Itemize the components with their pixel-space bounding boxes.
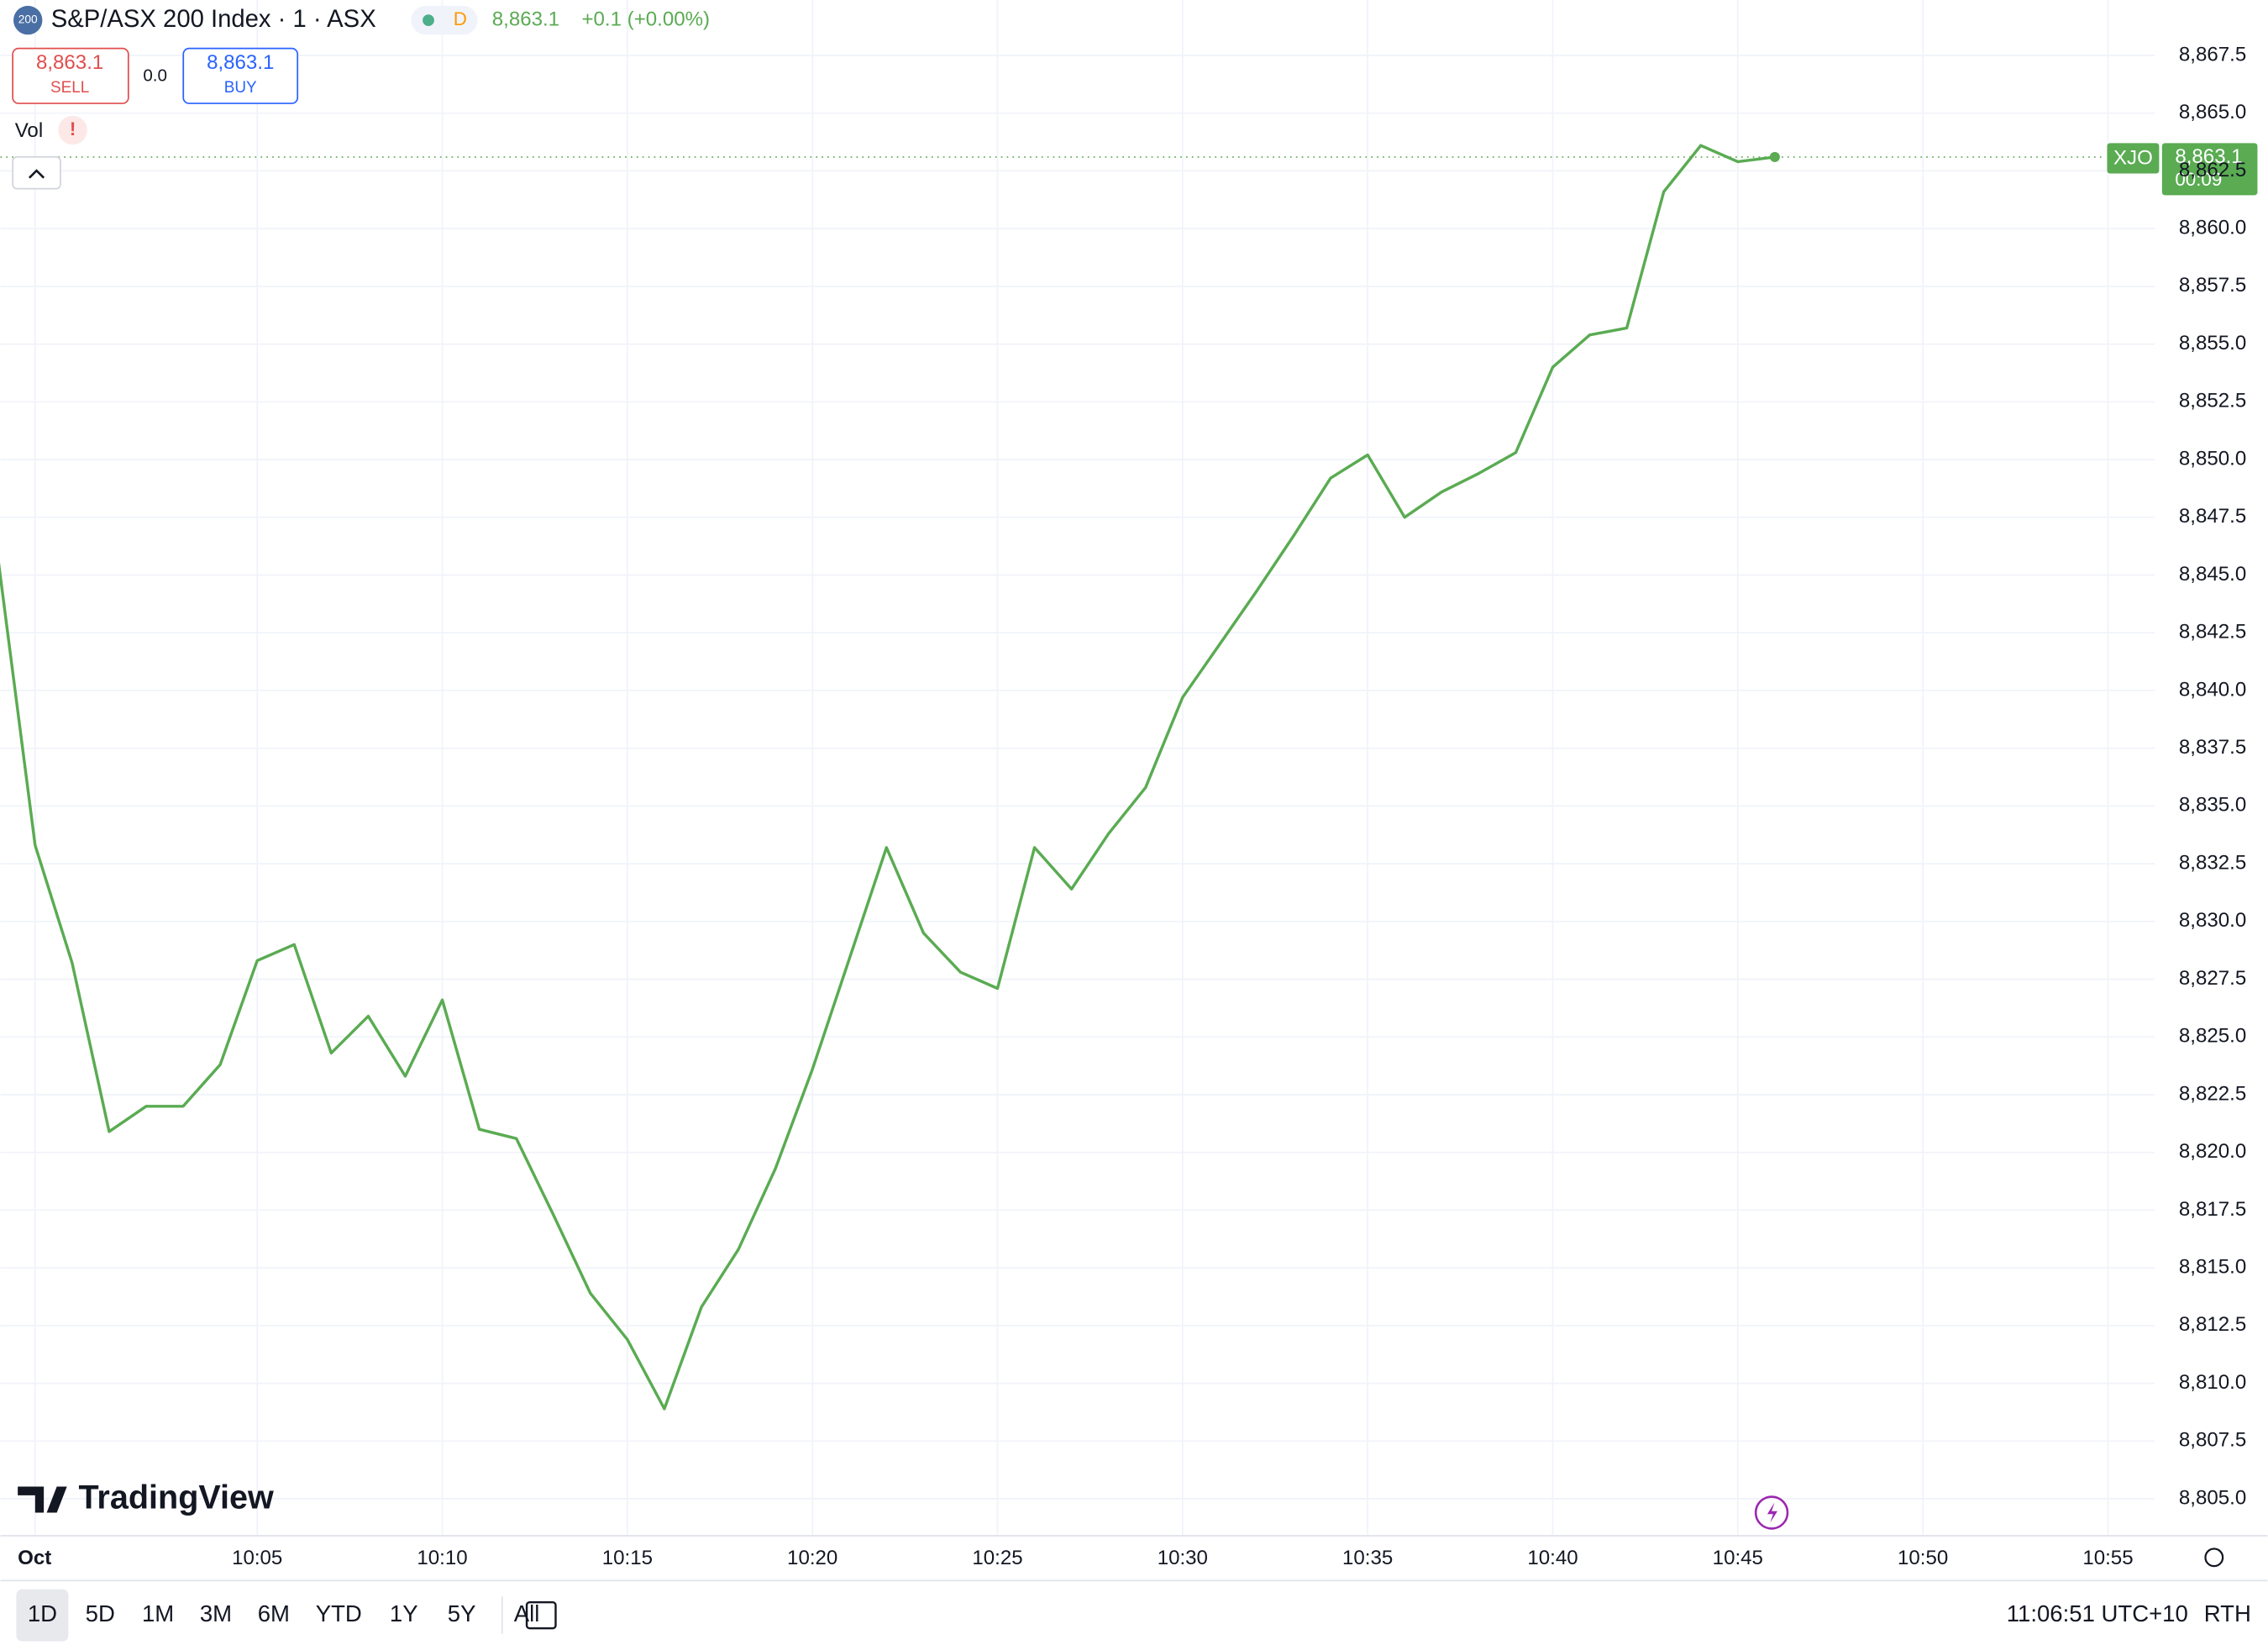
x-tick-label: 10:25: [972, 1547, 1022, 1569]
range-button[interactable]: 1Y: [390, 1600, 418, 1626]
status-dot: [423, 14, 434, 26]
y-tick-label: 8,817.5: [2179, 1198, 2246, 1221]
goto-date-icon[interactable]: [525, 1600, 557, 1630]
x-tick-label: 10:35: [1342, 1547, 1393, 1569]
collapse-icon: [29, 169, 45, 179]
y-tick-label: 8,815.0: [2179, 1256, 2246, 1279]
x-tick-label: 10:45: [1713, 1547, 1763, 1569]
vol-label: Vol: [15, 119, 43, 142]
icon-text: 200: [18, 13, 38, 26]
y-tick-label: 8,812.5: [2179, 1313, 2246, 1336]
last-price-bg: [2161, 143, 2258, 196]
sell-label: SELL: [50, 79, 89, 97]
y-tick-label: 8,865.0: [2179, 101, 2246, 123]
y-tick-label: 8,860.0: [2179, 217, 2246, 239]
y-tick-label: 8,842.5: [2179, 621, 2246, 644]
header-price: 8,863.1: [492, 8, 559, 30]
status-pill: [411, 5, 478, 35]
symbol-title[interactable]: S&P/ASX 200 Index · 1 · ASX: [51, 6, 376, 33]
y-tick-label: 8,850.0: [2179, 447, 2246, 470]
x-tick-label: 10:15: [602, 1547, 653, 1569]
range-button[interactable]: 5D: [86, 1600, 115, 1626]
clock: 11:06:51 UTC+10: [2007, 1600, 2188, 1626]
y-tick-label: 8,855.0: [2179, 332, 2246, 355]
vol-alert-bg: [58, 115, 87, 145]
range-button[interactable]: 1M: [142, 1600, 174, 1626]
y-tick-label: 8,825.0: [2179, 1025, 2246, 1048]
x-tick-label: Oct: [18, 1547, 51, 1569]
y-tick-label: 8,837.5: [2179, 736, 2246, 759]
symbol-tag: XJO: [2113, 147, 2153, 170]
vol-alert[interactable]: !: [70, 118, 76, 139]
sell-price: 8,863.1: [36, 51, 103, 74]
x-tick-label: 10:10: [417, 1547, 467, 1569]
session[interactable]: RTH: [2204, 1600, 2251, 1626]
sell-button[interactable]: [12, 47, 129, 104]
y-tick-label: 8,830.0: [2179, 909, 2246, 932]
y-tick-label: 8,832.5: [2179, 851, 2246, 874]
last-price: 8,863.1: [2175, 145, 2242, 168]
grid: [0, 0, 2155, 1537]
x-tick-label: 10:40: [1527, 1547, 1578, 1569]
events-bolt: [1767, 1502, 1777, 1523]
buy-button[interactable]: [182, 47, 299, 104]
y-tick-label: 8,862.5: [2179, 159, 2246, 181]
y-tick-label: 8,867.5: [2179, 43, 2246, 66]
price-line: [0, 144, 1776, 1411]
buy-label: BUY: [224, 79, 257, 97]
spread: 0.0: [143, 66, 167, 86]
range-button[interactable]: 1D: [28, 1600, 57, 1626]
y-tick-label: 8,857.5: [2179, 274, 2246, 297]
x-tick-label: 10:55: [2082, 1547, 2133, 1569]
logo-mark: [18, 1486, 67, 1513]
range-active-bg: [16, 1589, 69, 1642]
x-tick-label: 10:05: [232, 1547, 282, 1569]
range-button[interactable]: 5Y: [448, 1600, 476, 1626]
y-tick-label: 8,805.0: [2179, 1486, 2246, 1509]
y-tick-label: 8,845.0: [2179, 563, 2246, 586]
collapse-button[interactable]: [12, 155, 61, 190]
y-tick-label: 8,847.5: [2179, 505, 2246, 528]
range-button[interactable]: 6M: [258, 1600, 290, 1626]
header-change: +0.1 (+0.00%): [581, 8, 710, 30]
x-tick-label: 10:50: [1898, 1547, 1948, 1569]
y-tick-label: 8,810.0: [2179, 1371, 2246, 1394]
last-point: [1769, 151, 1780, 162]
range-button[interactable]: 3M: [200, 1600, 232, 1626]
y-tick-label: 8,807.5: [2179, 1429, 2246, 1452]
y-tick-label: 8,820.0: [2179, 1140, 2246, 1163]
x-tick-label: 10:20: [787, 1547, 837, 1569]
y-tick-label: 8,822.5: [2179, 1082, 2246, 1105]
y-tick-label: 8,840.0: [2179, 678, 2246, 701]
y-tick-label: 8,827.5: [2179, 967, 2246, 990]
x-tick-label: 10:30: [1158, 1547, 1208, 1569]
symbol-tag-bg: [2107, 143, 2160, 174]
settings-icon[interactable]: [2204, 1548, 2224, 1568]
range-button[interactable]: YTD: [316, 1600, 362, 1626]
events-icon[interactable]: [1754, 1495, 1789, 1530]
y-tick-label: 8,835.0: [2179, 794, 2246, 817]
symbol-icon: [13, 5, 43, 35]
range-buttons: 1D 5D 1M 3M 6M YTD 1Y 5Y All: [16, 1589, 539, 1642]
logo: TradingView: [78, 1479, 274, 1516]
status-badge: D: [454, 8, 467, 29]
plot: [0, 144, 2106, 1411]
countdown: 00:09: [2175, 169, 2222, 190]
y-tick-label: 8,852.5: [2179, 390, 2246, 412]
buy-price: 8,863.1: [207, 51, 274, 74]
